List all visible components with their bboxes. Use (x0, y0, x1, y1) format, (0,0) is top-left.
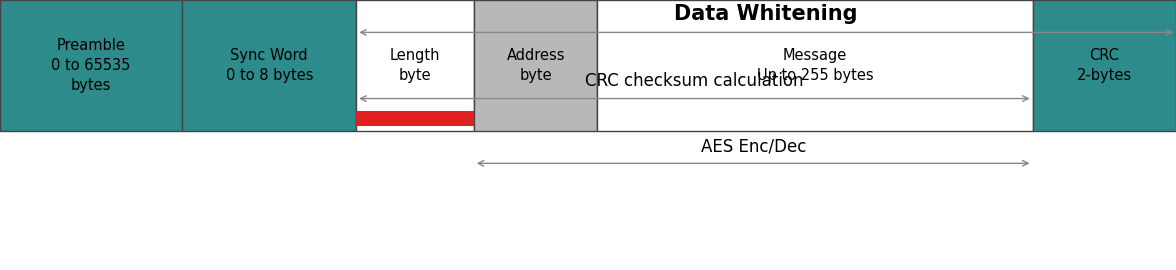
Bar (182, 0, 356, 131)
Text: Length
byte: Length byte (390, 48, 440, 83)
Bar (0, 0, 182, 131)
Text: Address
byte: Address byte (507, 48, 564, 83)
Bar (1033, 0, 1176, 131)
Text: Message
Up to 255 bytes: Message Up to 255 bytes (756, 48, 874, 83)
Bar (356, 111, 474, 126)
Text: Sync Word
0 to 8 bytes: Sync Word 0 to 8 bytes (226, 48, 313, 83)
Text: Preamble
0 to 65535
bytes: Preamble 0 to 65535 bytes (52, 38, 131, 93)
Bar (597, 0, 1033, 131)
Text: AES Enc/Dec: AES Enc/Dec (701, 137, 806, 155)
Bar (356, 0, 474, 131)
Text: CRC checksum calculation: CRC checksum calculation (586, 72, 803, 90)
Bar (474, 0, 597, 131)
Text: Data Whitening: Data Whitening (674, 4, 858, 24)
Text: CRC
2-bytes: CRC 2-bytes (1077, 48, 1131, 83)
